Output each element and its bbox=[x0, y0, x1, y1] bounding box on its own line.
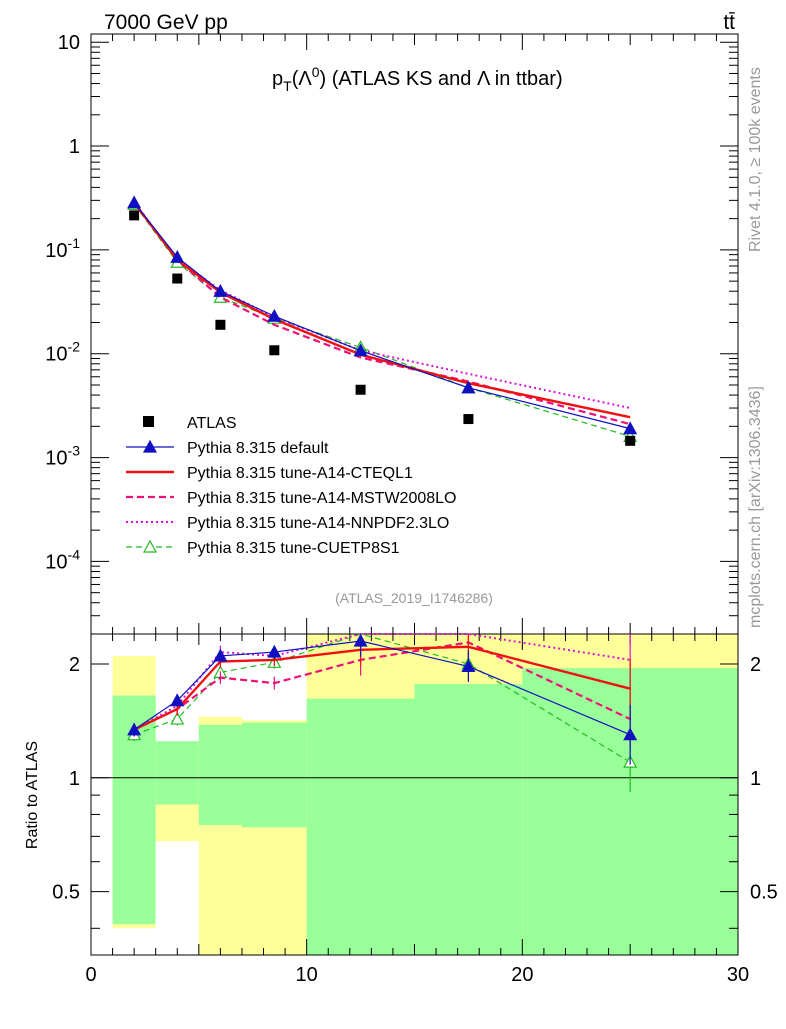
y-tick-label: 10-3 bbox=[45, 443, 80, 470]
ratio-y-tick-label: 2 bbox=[69, 654, 80, 676]
series-marker-default bbox=[623, 421, 638, 435]
legend-label-mstw: Pythia 8.315 tune-A14-MSTW2008LO bbox=[187, 490, 456, 507]
x-tick-label: 20 bbox=[511, 964, 533, 986]
series-marker-default bbox=[213, 283, 228, 297]
data-point-atlas bbox=[269, 345, 280, 356]
legend: ATLAS Pythia 8.315 default Pythia 8.315 tu… bbox=[126, 415, 456, 557]
y-tick-label: 1 bbox=[69, 136, 80, 158]
legend-label-data: ATLAS bbox=[187, 415, 237, 432]
ratio-bands bbox=[91, 634, 738, 955]
ratio-marker-default bbox=[461, 659, 476, 673]
title-rest: ) (ATLAS KS and Λ in ttbar) bbox=[320, 68, 563, 90]
ratio-marker-default bbox=[170, 693, 185, 707]
mcplots-label: mcplots.cern.ch [arXiv:1306.3436] bbox=[747, 386, 764, 628]
legend-label-cuetp8s1: Pythia 8.315 tune-CUETP8S1 bbox=[187, 540, 400, 557]
series-layer bbox=[127, 195, 638, 793]
band-green bbox=[414, 684, 523, 955]
ratio-marker-cuetp8s1 bbox=[170, 711, 185, 725]
data-point-atlas bbox=[172, 273, 183, 284]
data-point-atlas bbox=[355, 384, 366, 395]
title-sup: 0 bbox=[312, 64, 320, 80]
data-point-atlas bbox=[625, 435, 636, 446]
series-marker-default bbox=[170, 249, 185, 263]
analysis-id-label: (ATLAS_2019_I1746286) bbox=[335, 590, 493, 606]
ratio-ylabel: Ratio to ATLAS bbox=[24, 741, 41, 849]
data-point-atlas bbox=[463, 414, 474, 425]
ratio-marker-default bbox=[267, 644, 282, 658]
ratio-y-tick-label-right: 1 bbox=[750, 768, 761, 790]
data-point-atlas bbox=[215, 319, 226, 330]
process-label: tt̄ bbox=[723, 11, 735, 34]
title-sub: T bbox=[283, 78, 292, 94]
main-chart-title: pT(Λ0) (ATLAS KS and Λ in ttbar) bbox=[272, 64, 563, 94]
band-gap bbox=[241, 705, 307, 721]
ratio-marker-default bbox=[353, 633, 368, 647]
legend-label-cteql1: Pythia 8.315 tune-A14-CTEQL1 bbox=[187, 465, 413, 482]
y-tick-label: 10-4 bbox=[45, 546, 80, 573]
legend-marker-atlas bbox=[143, 416, 154, 427]
legend-entry-default: Pythia 8.315 default bbox=[126, 439, 329, 457]
ratio-y-tick-label-right: 2 bbox=[750, 654, 761, 676]
legend-entry-mstw: Pythia 8.315 tune-A14-MSTW2008LO bbox=[126, 490, 456, 507]
ratio-y-tick-label-right: 0.5 bbox=[750, 882, 778, 904]
legend-entry-data: ATLAS bbox=[143, 415, 237, 432]
ratio-marker-default bbox=[213, 648, 228, 662]
series-line-cteql1 bbox=[133, 201, 631, 419]
legend-entry-nnpdf: Pythia 8.315 tune-A14-NNPDF2.3LO bbox=[126, 515, 449, 532]
band-green bbox=[198, 724, 242, 826]
series-marker-default bbox=[267, 308, 282, 322]
ratio-marker-default bbox=[127, 722, 142, 736]
rivet-version-label: Rivet 4.1.0, ≥ 100k events bbox=[747, 67, 764, 252]
series-marker-default bbox=[461, 380, 476, 394]
legend-entry-cteql1: Pythia 8.315 tune-A14-CTEQL1 bbox=[126, 465, 413, 482]
y-tick-label: 10-2 bbox=[45, 339, 80, 366]
legend-marker-cuetp8s1 bbox=[142, 539, 158, 553]
series-line-default bbox=[133, 202, 631, 430]
legend-label-default: Pythia 8.315 default bbox=[187, 440, 329, 457]
x-tick-label: 0 bbox=[85, 964, 96, 986]
series-line-nnpdf bbox=[133, 201, 631, 410]
ratio-y-tick-label: 1 bbox=[69, 768, 80, 790]
band-green bbox=[306, 698, 415, 955]
x-tick-label: 30 bbox=[727, 964, 749, 986]
data-point-atlas bbox=[129, 210, 140, 221]
band-gap bbox=[155, 841, 199, 955]
title-paren: (Λ bbox=[292, 68, 313, 90]
y-tick-label: 10-1 bbox=[45, 235, 80, 262]
ratio-marker-default bbox=[623, 727, 638, 741]
title-main: p bbox=[272, 68, 283, 90]
band-green bbox=[155, 741, 199, 805]
y-tick-label: 10 bbox=[58, 32, 80, 54]
legend-entry-cuetp8s1: Pythia 8.315 tune-CUETP8S1 bbox=[126, 539, 400, 557]
x-tick-label: 10 bbox=[296, 964, 318, 986]
energy-label: 7000 GeV pp bbox=[104, 11, 228, 34]
legend-label-nnpdf: Pythia 8.315 tune-A14-NNPDF2.3LO bbox=[187, 515, 449, 532]
legend-marker-default bbox=[142, 439, 158, 453]
series-marker-default bbox=[353, 343, 368, 357]
series-marker-default bbox=[127, 195, 142, 209]
ratio-y-tick-label: 0.5 bbox=[52, 882, 80, 904]
series-line-mstw bbox=[133, 202, 631, 426]
tick-labels: 0 10 20 30 10-4 10-3 10-2 10-1 1 10 0.5 0.5 1 1 2 2 bbox=[45, 32, 778, 986]
band-green bbox=[241, 722, 307, 828]
